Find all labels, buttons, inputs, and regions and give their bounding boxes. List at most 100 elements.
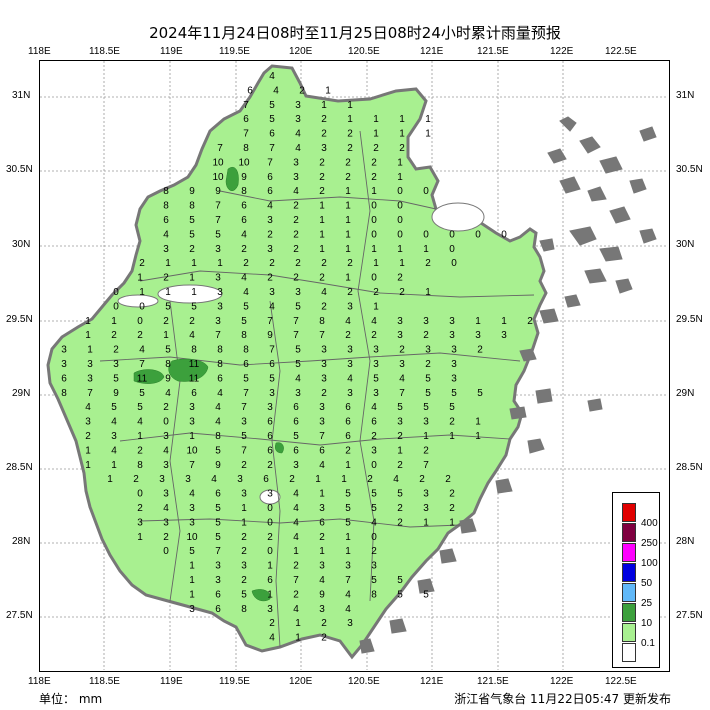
rainfall-value: 3 (215, 575, 221, 586)
rainfall-value: 2 (321, 618, 327, 629)
rainfall-value: 2 (111, 330, 117, 341)
rainfall-value: 2 (269, 258, 275, 269)
rainfall-value: 1 (267, 589, 273, 600)
rainfall-value: 1 (341, 474, 347, 485)
rainfall-value: 2 (289, 474, 295, 485)
lon-tick-top: 119.5E (219, 46, 250, 57)
lat-tick-left: 27.5N (6, 610, 33, 621)
rainfall-value: 2 (267, 229, 273, 240)
rainfall-value: 9 (319, 589, 325, 600)
rainfall-value: 5 (269, 114, 275, 125)
rainfall-value: 4 (347, 373, 353, 384)
rainfall-value: 0 (371, 215, 377, 226)
rainfall-value: 2 (189, 316, 195, 327)
rainfall-value: 1 (399, 129, 405, 140)
rainfall-value: 3 (189, 503, 195, 514)
rainfall-value: 0 (139, 301, 145, 312)
rainfall-value: 3 (399, 359, 405, 370)
rainfall-value: 3 (425, 345, 431, 356)
rainfall-value: 1 (85, 330, 91, 341)
rainfall-value: 2 (137, 330, 143, 341)
lon-tick-bottom: 120E (289, 676, 313, 687)
rainfall-value: 3 (163, 460, 169, 471)
rainfall-value: 1 (217, 258, 223, 269)
legend-swatch (622, 543, 636, 562)
rainfall-value: 4 (371, 402, 377, 413)
rainfall-value: 7 (319, 330, 325, 341)
rainfall-value: 3 (347, 345, 353, 356)
rainfall-value: 2 (293, 215, 299, 226)
rainfall-value: 2 (399, 345, 405, 356)
rainfall-value: 2 (477, 345, 483, 356)
rainfall-value: 6 (61, 373, 67, 384)
rainfall-value: 0 (163, 546, 169, 557)
lon-tick-top: 122E (550, 46, 574, 57)
rainfall-value: 5 (295, 359, 301, 370)
rainfall-value: 4 (241, 273, 247, 284)
rainfall-value: 2 (347, 143, 353, 154)
rainfall-value: 4 (371, 316, 377, 327)
rainfall-value: 0 (137, 316, 143, 327)
rainfall-value: 11 (137, 373, 148, 384)
legend-label: 400 (641, 518, 658, 529)
rainfall-value: 3 (371, 561, 377, 572)
rainfall-value: 8 (241, 330, 247, 341)
lon-tick-bottom: 122E (550, 676, 574, 687)
rainfall-value: 0 (449, 229, 455, 240)
rainfall-value: 0 (113, 301, 119, 312)
rainfall-value: 1 (295, 618, 301, 629)
rainfall-value: 6 (345, 402, 351, 413)
rainfall-value: 5 (241, 589, 247, 600)
rainfall-value: 0 (371, 460, 377, 471)
rainfall-value: 3 (451, 373, 457, 384)
rainfall-value: 1 (425, 287, 431, 298)
rainfall-value: 7 (345, 575, 351, 586)
rainfall-value: 1 (399, 114, 405, 125)
lat-tick-left: 29.5N (6, 314, 33, 325)
lat-tick-left: 30N (12, 239, 31, 250)
rainfall-value: 2 (241, 244, 247, 255)
rainfall-value: 4 (295, 373, 301, 384)
rainfall-value: 3 (61, 345, 67, 356)
rainfall-value: 8 (163, 201, 169, 212)
rainfall-value: 4 (293, 186, 299, 197)
rainfall-value: 1 (315, 474, 321, 485)
rainfall-value: 5 (189, 215, 195, 226)
rainfall-value: 7 (139, 359, 145, 370)
rainfall-value: 2 (295, 258, 301, 269)
rainfall-value: 3 (215, 273, 221, 284)
rainfall-value: 2 (423, 445, 429, 456)
rainfall-value: 1 (321, 100, 327, 111)
rainfall-value: 1 (189, 273, 195, 284)
rainfall-value: 6 (345, 431, 351, 442)
legend-swatch (622, 583, 636, 602)
rainfall-value: 4 (393, 474, 399, 485)
legend-swatch (622, 503, 636, 522)
rainfall-value: 5 (397, 402, 403, 413)
rainfall-value: 1 (345, 201, 351, 212)
rainfall-value: 1 (295, 633, 301, 644)
rainfall-value: 1 (425, 129, 431, 140)
rainfall-value: 5 (189, 229, 195, 240)
rainfall-value: 2 (371, 172, 377, 183)
rainfall-value: 4 (293, 489, 299, 500)
rainfall-value: 9 (241, 172, 247, 183)
rainfall-value: 8 (243, 143, 249, 154)
rainfall-value: 5 (269, 373, 275, 384)
lon-tick-top: 122.5E (605, 46, 637, 57)
map-title: 2024年11月24日08时至11月25日08时24小时累计雨量预报 (149, 24, 561, 42)
rainfall-value: 5 (371, 489, 377, 500)
rainfall-value: 8 (217, 359, 223, 370)
rainfall-value: 4 (243, 287, 249, 298)
rainfall-value: 1 (137, 431, 143, 442)
city-boundaries (99, 130, 535, 648)
rainfall-value: 8 (319, 316, 325, 327)
rainfall-value: 7 (423, 460, 429, 471)
rainfall-value: 2 (345, 445, 351, 456)
rainfall-value: 1 (165, 258, 171, 269)
rainfall-value: 2 (137, 503, 143, 514)
rainfall-value: 7 (293, 316, 299, 327)
rainfall-value: 3 (373, 388, 379, 399)
rainfall-value: 2 (163, 273, 169, 284)
lat-tick-left: 28.5N (6, 462, 33, 473)
